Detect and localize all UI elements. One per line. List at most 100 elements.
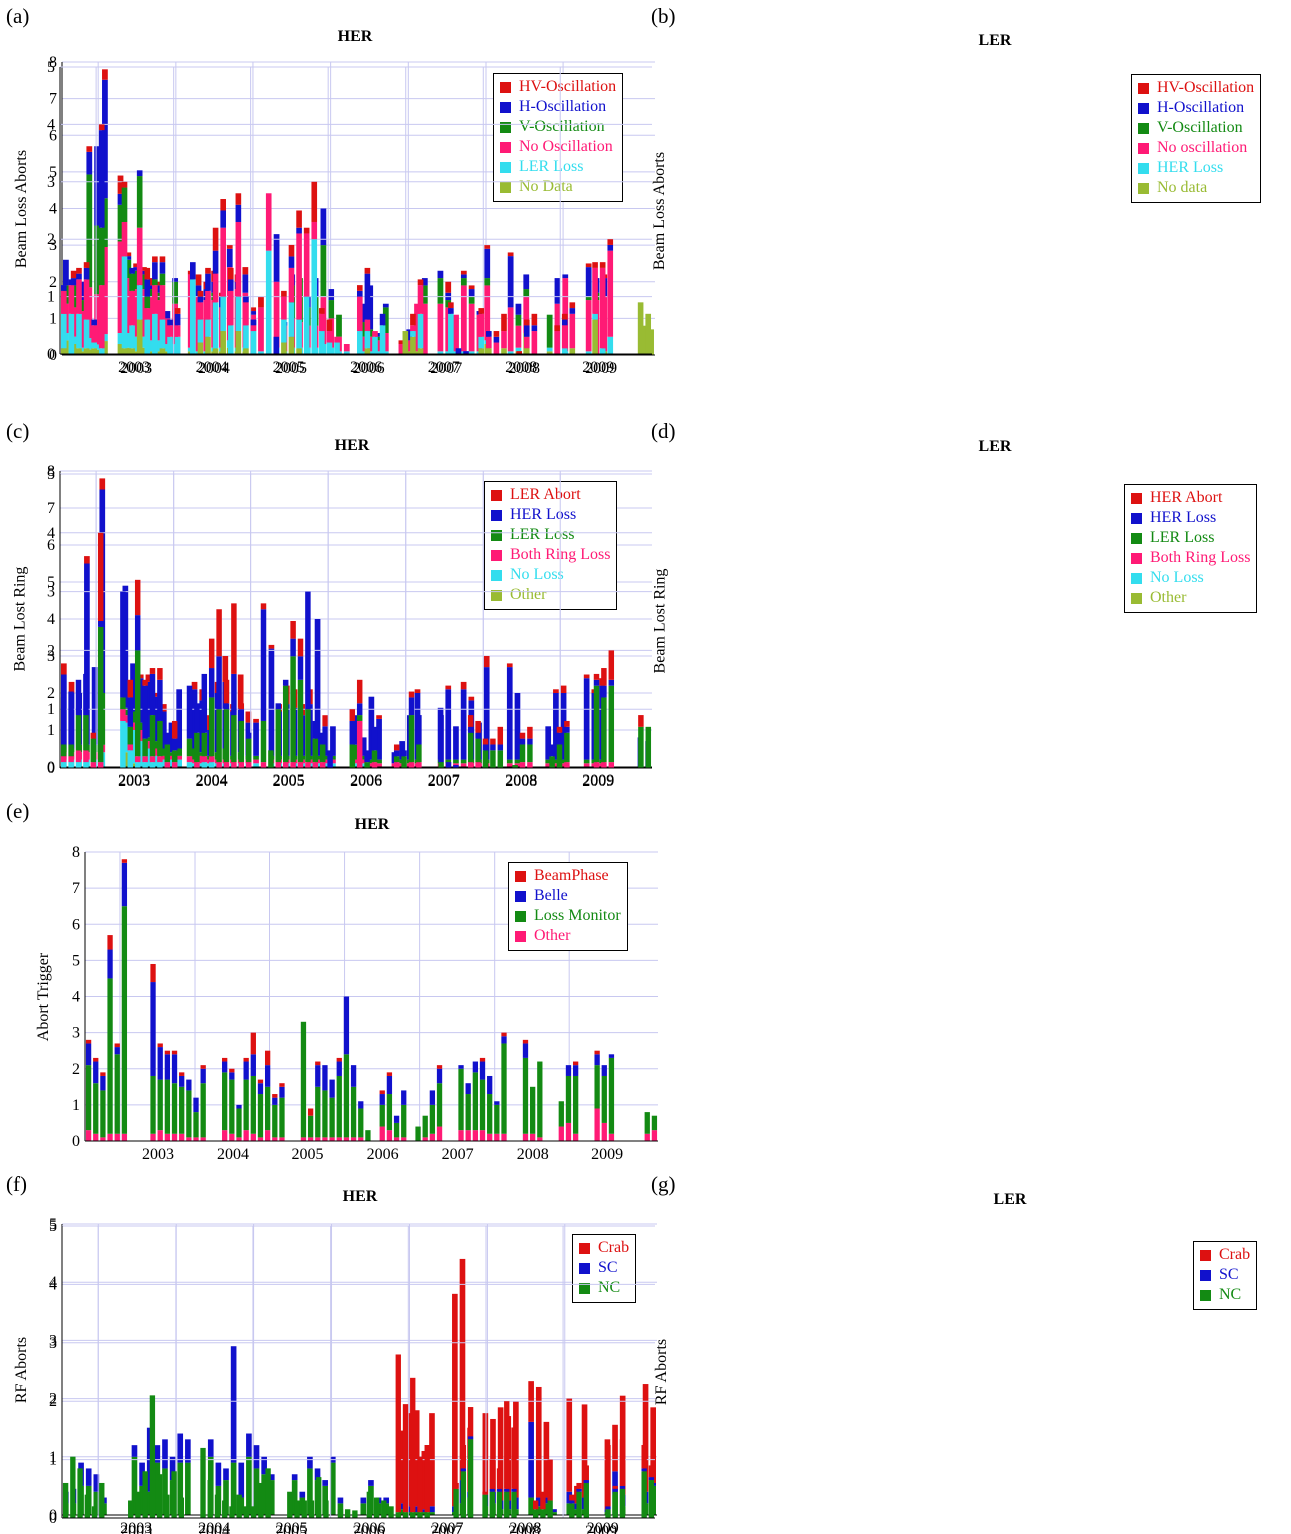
bar-segment	[460, 681, 467, 690]
bar-segment	[264, 1086, 271, 1131]
bar-segment	[100, 1090, 106, 1138]
x-tick-label: 2006	[353, 1523, 385, 1534]
bar-segment	[282, 685, 289, 763]
bar-segment	[201, 673, 208, 733]
bar-segment	[250, 1054, 256, 1076]
bar-segment	[178, 1497, 184, 1518]
bar-segment	[157, 1130, 163, 1141]
bar-segment	[637, 302, 644, 354]
bars	[62, 1258, 656, 1515]
bar-segment	[205, 319, 211, 337]
legend-swatch	[491, 569, 502, 581]
bar-segment	[482, 738, 489, 745]
bar-segment	[501, 331, 507, 349]
bar-segment	[533, 1509, 539, 1518]
bar-segment	[212, 227, 219, 251]
bar-segment	[566, 1398, 573, 1492]
bar-segment	[371, 726, 378, 751]
bar-segment	[546, 351, 553, 355]
bar-segment	[191, 763, 198, 767]
legend-label: Both Ring Loss	[1150, 549, 1251, 566]
bar-segment	[553, 759, 559, 764]
legend-label: Other	[534, 927, 571, 944]
bar-segment	[561, 325, 568, 349]
x-tick-label: 2007	[428, 359, 460, 376]
y-tick-label: 2	[49, 274, 57, 291]
bar-segment	[136, 176, 143, 228]
bar-segment	[84, 1494, 90, 1518]
bar-segment	[545, 726, 552, 760]
bar-segment	[186, 738, 193, 757]
x-tick-label: 2009	[582, 772, 614, 789]
bar-segment	[468, 696, 475, 701]
bar-segment	[379, 1090, 385, 1095]
legend-swatch	[491, 589, 502, 601]
bar-segment	[386, 1072, 393, 1076]
x-tick-label: 2007	[442, 1146, 474, 1163]
bar-segment	[326, 331, 333, 343]
bar-segment	[91, 759, 98, 767]
bar-segment	[522, 1133, 529, 1141]
bar-segment	[164, 744, 171, 763]
x-tick-label: 2006	[350, 773, 382, 790]
bar-segment	[129, 267, 135, 274]
y-tick-label: 5	[72, 952, 80, 969]
y-axis-label: Beam Lost Ring	[10, 566, 28, 672]
bar-segment	[68, 279, 75, 286]
bar-segment	[307, 759, 313, 764]
bar-segment	[651, 1115, 658, 1131]
bar-segment	[535, 1497, 542, 1507]
bar-segment	[638, 715, 644, 727]
bar-segment	[401, 1104, 407, 1138]
legend-swatch	[515, 910, 526, 922]
bar-segment	[84, 752, 90, 760]
bar-segment	[484, 340, 491, 345]
bar-segment	[467, 1439, 474, 1518]
bar-segment	[594, 1108, 600, 1141]
legend-label: HER Loss	[510, 506, 577, 523]
bar-segment	[68, 762, 74, 768]
bar-segment	[223, 1468, 229, 1481]
bar-segment	[242, 267, 249, 275]
bar-segment	[326, 342, 333, 354]
bar-segment	[476, 351, 483, 355]
bar-segment	[133, 267, 140, 271]
bar-segment	[641, 1468, 647, 1472]
bar-segment	[159, 262, 166, 274]
bar-segment	[153, 755, 159, 767]
bar-segment	[528, 1421, 534, 1498]
bar-segment	[172, 278, 179, 282]
bar-segment	[122, 715, 129, 723]
legend-entry: HER Loss	[1131, 508, 1250, 528]
bar-segment	[523, 319, 530, 326]
bar-segment	[102, 341, 108, 355]
bar-segment	[593, 292, 600, 301]
bar-segment	[303, 296, 310, 354]
bar-segment	[417, 1456, 423, 1513]
bar-segment	[305, 709, 311, 763]
x-tick-label: 2005	[273, 772, 305, 789]
y-tick-label: 1	[47, 722, 55, 739]
bar-segment	[453, 726, 459, 760]
bar-segment	[205, 273, 211, 291]
bar-segment	[153, 696, 159, 742]
bar-segment	[476, 722, 482, 760]
bar-segment	[607, 244, 614, 251]
y-tick-label: 8	[47, 463, 55, 480]
x-tick-label: 2007	[430, 360, 462, 377]
legend-swatch	[1131, 592, 1142, 604]
bar-segment	[497, 1500, 504, 1510]
bar-segment	[523, 333, 530, 355]
bar-segment	[352, 1510, 358, 1518]
bar-segment	[402, 331, 409, 354]
bar-segment	[142, 1471, 148, 1518]
legend-swatch	[1138, 122, 1149, 134]
bar-segment	[78, 1485, 84, 1515]
bar-segment	[458, 1068, 464, 1131]
bar-segment	[86, 287, 93, 339]
bar-segment	[157, 1047, 163, 1080]
bar-segment	[98, 124, 105, 131]
bar-segment	[581, 1404, 588, 1498]
